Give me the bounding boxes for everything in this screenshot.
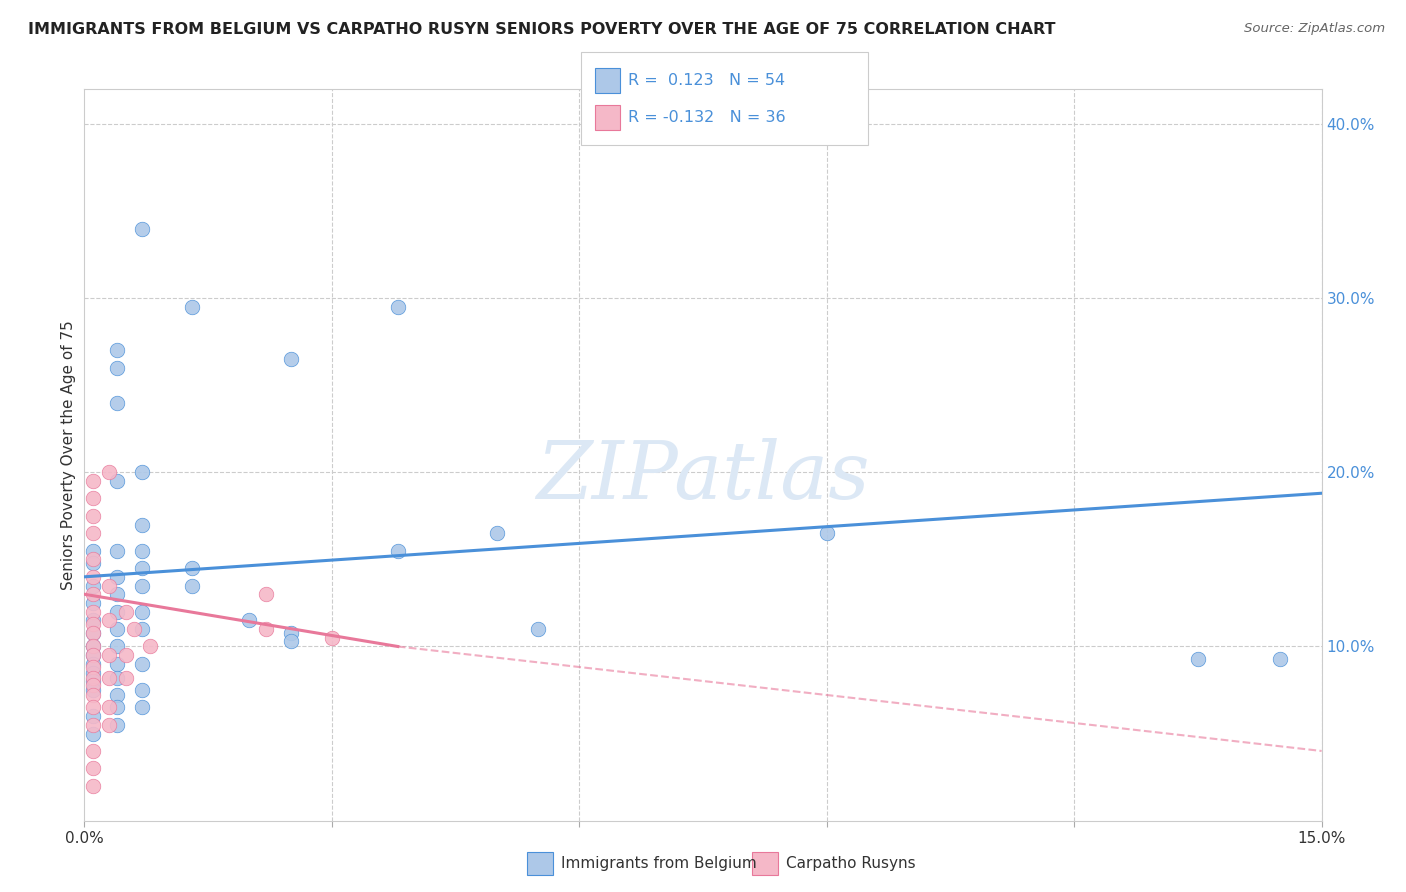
Point — [105, 640, 128, 654]
Point — [387, 543, 409, 558]
Point — [82, 678, 104, 692]
Point — [105, 570, 128, 584]
Point — [180, 561, 202, 575]
Point — [82, 761, 104, 775]
Point — [105, 657, 128, 671]
Point — [82, 613, 104, 627]
Point — [82, 596, 104, 610]
Point — [114, 648, 136, 663]
Point — [105, 688, 128, 702]
Point — [82, 779, 104, 793]
Point — [82, 726, 104, 740]
Text: IMMIGRANTS FROM BELGIUM VS CARPATHO RUSYN SENIORS POVERTY OVER THE AGE OF 75 COR: IMMIGRANTS FROM BELGIUM VS CARPATHO RUSY… — [28, 22, 1056, 37]
Point — [82, 640, 104, 654]
Point — [131, 700, 153, 714]
Point — [105, 605, 128, 619]
Point — [105, 360, 128, 375]
Point — [254, 587, 277, 601]
Point — [82, 709, 104, 723]
Point — [131, 221, 153, 235]
Y-axis label: Seniors Poverty Over the Age of 75: Seniors Poverty Over the Age of 75 — [60, 320, 76, 590]
Point — [131, 657, 153, 671]
Point — [131, 622, 153, 636]
Point — [82, 744, 104, 758]
Point — [485, 526, 508, 541]
Point — [82, 657, 104, 671]
Point — [131, 543, 153, 558]
Point — [82, 556, 104, 570]
Point — [82, 552, 104, 566]
Point — [105, 343, 128, 358]
Point — [98, 700, 121, 714]
Point — [98, 578, 121, 592]
Point — [139, 640, 162, 654]
Point — [815, 526, 838, 541]
Point — [321, 631, 343, 645]
Point — [82, 674, 104, 689]
Point — [82, 648, 104, 663]
Point — [180, 300, 202, 314]
Point — [82, 688, 104, 702]
Point — [105, 587, 128, 601]
Point — [114, 671, 136, 685]
Point — [254, 622, 277, 636]
Text: R =  0.123   N = 54: R = 0.123 N = 54 — [628, 73, 786, 87]
Point — [82, 605, 104, 619]
Text: Immigrants from Belgium: Immigrants from Belgium — [561, 856, 756, 871]
Point — [82, 683, 104, 698]
Point — [98, 671, 121, 685]
Point — [105, 622, 128, 636]
Point — [82, 526, 104, 541]
Point — [1187, 651, 1209, 665]
Text: Source: ZipAtlas.com: Source: ZipAtlas.com — [1244, 22, 1385, 36]
Point — [98, 466, 121, 480]
Point — [82, 616, 104, 631]
Point — [98, 718, 121, 732]
Point — [82, 718, 104, 732]
Point — [82, 648, 104, 663]
Point — [82, 625, 104, 640]
Point — [131, 517, 153, 532]
Point — [387, 300, 409, 314]
Point — [105, 395, 128, 409]
Point — [82, 671, 104, 685]
Point — [280, 352, 302, 367]
Point — [122, 622, 145, 636]
Point — [105, 474, 128, 488]
Point — [82, 665, 104, 680]
Point — [1270, 651, 1292, 665]
Text: R = -0.132   N = 36: R = -0.132 N = 36 — [628, 111, 786, 125]
Point — [280, 625, 302, 640]
Point — [114, 605, 136, 619]
Point — [98, 648, 121, 663]
Point — [238, 613, 260, 627]
Point — [131, 466, 153, 480]
Text: Carpatho Rusyns: Carpatho Rusyns — [786, 856, 915, 871]
Point — [131, 605, 153, 619]
Point — [82, 570, 104, 584]
Point — [98, 613, 121, 627]
Point — [82, 660, 104, 674]
Point — [131, 683, 153, 698]
Point — [82, 700, 104, 714]
Point — [82, 587, 104, 601]
Point — [82, 625, 104, 640]
Point — [180, 578, 202, 592]
Point — [105, 700, 128, 714]
Point — [82, 491, 104, 506]
Point — [131, 561, 153, 575]
Point — [82, 640, 104, 654]
Point — [82, 578, 104, 592]
Point — [105, 671, 128, 685]
Point — [105, 718, 128, 732]
Text: ZIPatlas: ZIPatlas — [536, 438, 870, 516]
Point — [105, 543, 128, 558]
Point — [82, 508, 104, 523]
Point — [82, 474, 104, 488]
Point — [280, 634, 302, 648]
Point — [131, 578, 153, 592]
Point — [527, 622, 550, 636]
Point — [82, 543, 104, 558]
